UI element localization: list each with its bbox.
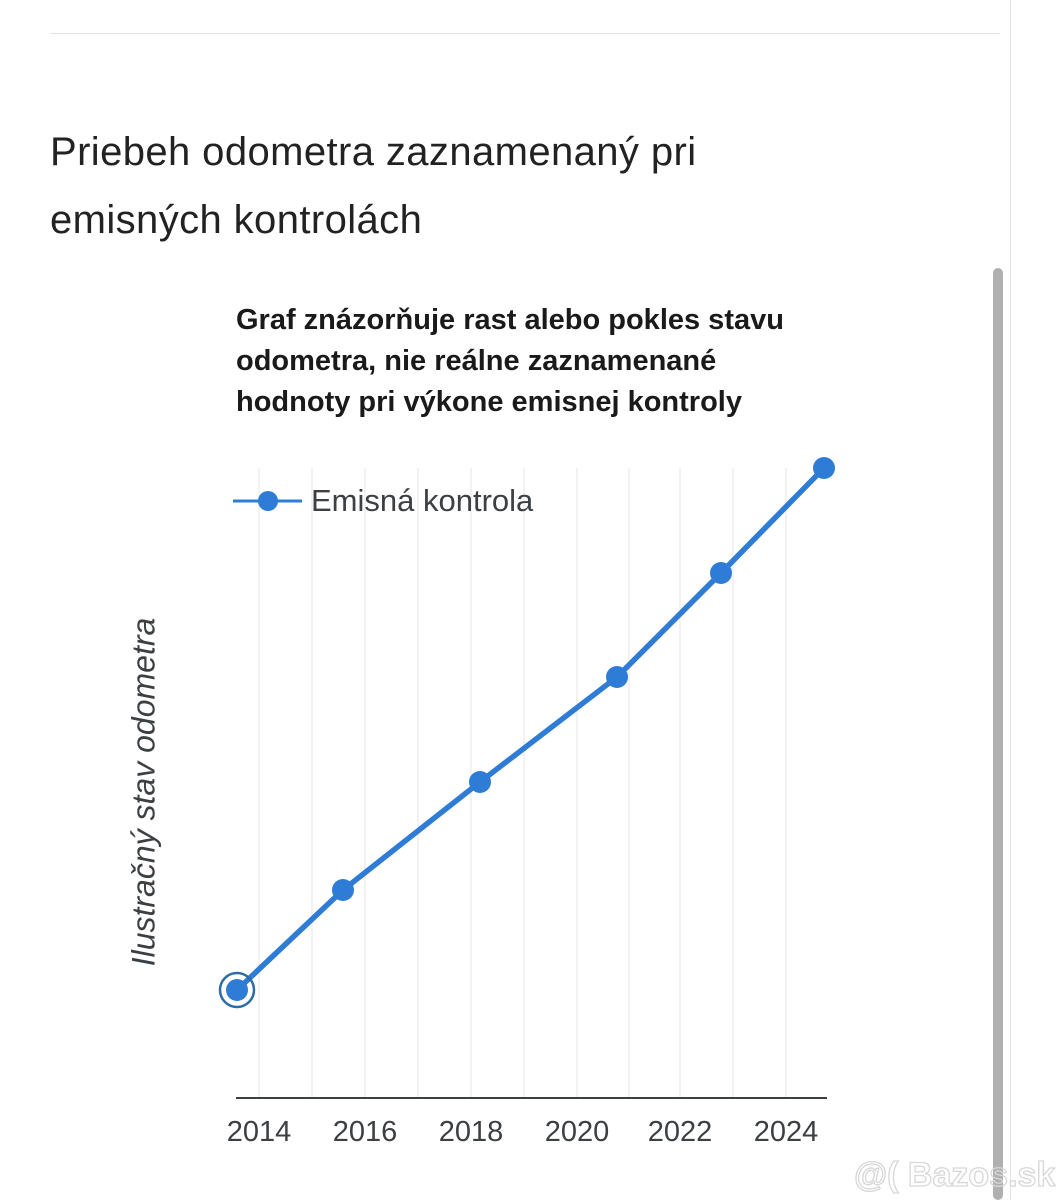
svg-text:2020: 2020	[545, 1116, 610, 1148]
svg-text:2018: 2018	[439, 1116, 504, 1148]
svg-text:2016: 2016	[333, 1116, 398, 1148]
svg-text:2024: 2024	[754, 1116, 819, 1148]
svg-text:2022: 2022	[648, 1116, 713, 1148]
svg-text:Emisná kontrola: Emisná kontrola	[311, 483, 534, 518]
svg-text:2014: 2014	[227, 1116, 292, 1148]
svg-text:@( Bazos.sk: @( Bazos.sk	[854, 1156, 1055, 1194]
